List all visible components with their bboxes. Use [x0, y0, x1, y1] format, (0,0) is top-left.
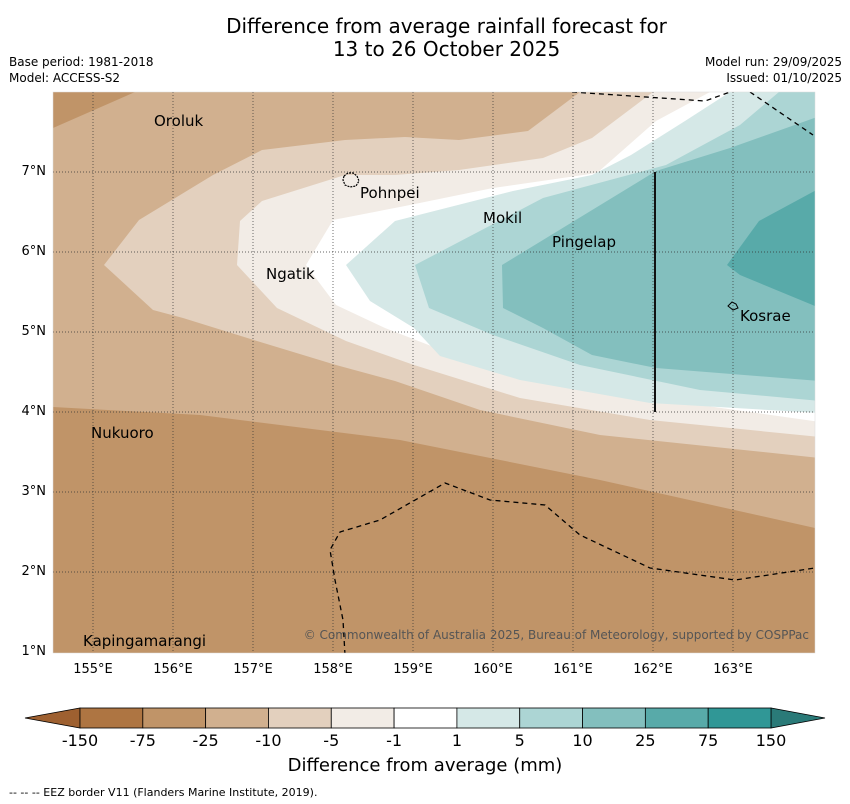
lon-tick-label: 155°E [73, 662, 113, 677]
colorbar-tick-label: 75 [697, 731, 719, 750]
band-10-25 [502, 117, 815, 381]
lon-tick-label: 162°E [633, 662, 673, 677]
colorbar-tick-label: 5 [514, 731, 525, 750]
band-minus75-minus25-south [53, 407, 815, 653]
colorbar-segment [582, 707, 646, 729]
colorbar-label: Difference from average (mm) [287, 755, 563, 776]
colorbar-segment [79, 707, 144, 729]
lon-tick-label: 158°E [313, 662, 353, 677]
lon-tick-label: 160°E [473, 662, 513, 677]
colorbar-tick-label: -150 [61, 731, 99, 750]
colorbar-tick-label: 1 [451, 731, 462, 750]
copyright-notice: © Commonwealth of Australia 2025, Bureau… [303, 628, 809, 642]
colorbar-segment [142, 707, 207, 729]
lon-tick-label: 159°E [393, 662, 433, 677]
colorbar-tick-label: -1 [386, 731, 403, 750]
colorbar-tick-label: 150 [755, 731, 787, 750]
colorbar-tick-label: -25 [192, 731, 219, 750]
colorbar-segment [519, 707, 583, 729]
eez-legend-note: -- -- -- EEZ border V11 (Flanders Marine… [9, 786, 318, 799]
lat-tick-label: 3°N [21, 484, 47, 499]
title-line-1: Difference from average rainfall forecas… [226, 14, 667, 38]
colorbar-segment [330, 707, 395, 729]
lat-tick-label: 5°N [21, 324, 47, 339]
pohnpei-island [342, 172, 360, 188]
place-kosrae: Kosrae [740, 307, 791, 325]
lon-tick-label: 157°E [233, 662, 273, 677]
colorbar-segment [456, 707, 521, 729]
colorbar-tick-label: -10 [255, 731, 282, 750]
base-period: Base period: 1981-2018 [9, 55, 154, 69]
model-name: Model: ACCESS-S2 [9, 71, 121, 85]
lon-tick-label: 161°E [553, 662, 593, 677]
issued-date: Issued: 01/10/2025 [726, 71, 842, 85]
colorbar-tick-label: -5 [323, 731, 340, 750]
lat-tick-label: 1°N [21, 644, 47, 659]
colorbar-segment [393, 707, 458, 729]
colorbar-tick-label: -75 [129, 731, 156, 750]
colorbar [24, 707, 826, 729]
graticule [53, 92, 815, 653]
place-nukuoro: Nukuoro [91, 424, 154, 442]
map-frame [52, 91, 816, 654]
place-pohnpei: Pohnpei [360, 184, 420, 202]
place-mokil: Mokil [483, 209, 523, 227]
lon-tick-label: 163°E [713, 662, 753, 677]
place-pingelap: Pingelap [552, 233, 617, 251]
model-run: Model run: 29/09/2025 [704, 55, 842, 69]
place-ngatik: Ngatik [266, 265, 315, 283]
place-kapingamarangi: Kapingamarangi [83, 632, 207, 650]
band-minus75-minus25-north [53, 92, 135, 128]
colorbar-segment [707, 707, 772, 729]
colorbar-under-arrow [24, 707, 81, 729]
colorbar-segment [268, 707, 332, 729]
lat-tick-label: 2°N [21, 564, 47, 579]
colorbar-tick-label: 10 [572, 731, 593, 750]
colorbar-over-arrow [770, 707, 826, 729]
band-25-75 [727, 190, 815, 306]
place-oroluk: Oroluk [154, 112, 204, 130]
lat-tick-label: 7°N [21, 164, 47, 179]
colorbar-segment [205, 707, 269, 729]
lat-tick-label: 4°N [21, 404, 47, 419]
lon-tick-label: 156°E [153, 662, 193, 677]
kosrae-island [727, 301, 739, 311]
colorbar-segment [644, 707, 709, 729]
colorbar-tick-label: 25 [635, 731, 656, 750]
lat-tick-label: 6°N [21, 244, 47, 259]
eez-border [329, 92, 815, 653]
title-line-2: 13 to 26 October 2025 [332, 37, 561, 61]
